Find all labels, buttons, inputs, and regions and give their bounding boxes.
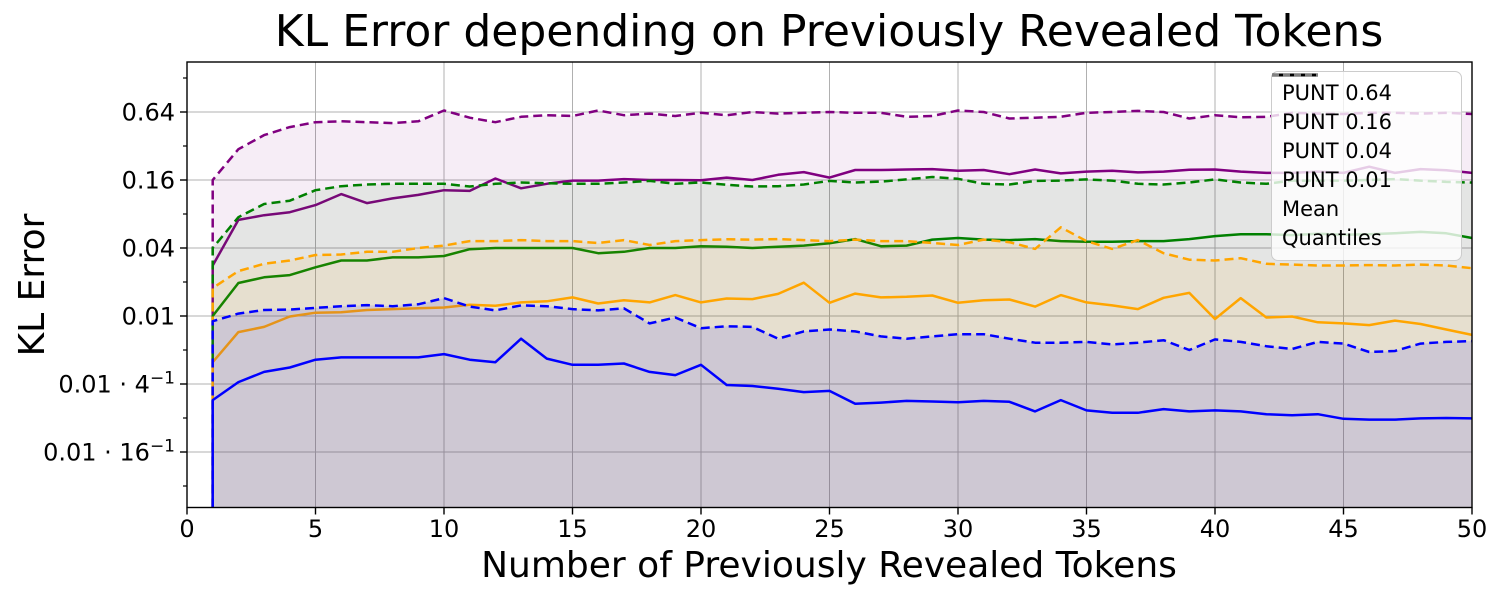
x-tick-label: 15 (557, 515, 588, 543)
series-punt-0-04 (211, 226, 1473, 508)
mean-line-punt-0-64 (211, 165, 1473, 508)
x-tick-label: 0 (179, 515, 194, 543)
legend-entry: Quantiles (1272, 73, 1451, 253)
legend: PUNT 0.64 PUNT 0.16 PUNT 0.04 PUNT 0.01 Mean… (1271, 71, 1462, 261)
x-axis-label: Number of Previously Revealed Tokens (481, 545, 1177, 586)
quantile-line-punt-0-64 (211, 109, 1473, 508)
chart-title: KL Error depending on Previously Reveale… (275, 6, 1384, 57)
x-tick-label: 40 (1200, 515, 1231, 543)
legend-line-sample-icon (1272, 73, 1318, 77)
legend-entry-label: Mean (1282, 197, 1340, 221)
quantile-band-punt-0-04 (212, 227, 1473, 508)
legend-entry: PUNT 0.64 (1272, 73, 1451, 108)
quantile-band-punt-0-16 (212, 177, 1473, 508)
legend-entry-label: PUNT 0.01 (1282, 168, 1393, 192)
legend-entry-label: PUNT 0.04 (1282, 139, 1393, 163)
legend-entry: PUNT 0.01 (1272, 73, 1451, 195)
quantile-line-punt-0-04 (211, 226, 1473, 508)
x-tick-label: 50 (1457, 515, 1488, 543)
series-layer (211, 109, 1473, 508)
y-tick-label: 0.01 (122, 303, 175, 331)
y-tick-label: 0.64 (122, 99, 175, 127)
quantile-line-punt-0-16 (211, 175, 1473, 508)
x-tick-label: 20 (686, 515, 717, 543)
mean-line-punt-0-16 (211, 230, 1473, 508)
legend-entry-label: PUNT 0.16 (1282, 110, 1393, 134)
series-punt-0-01 (211, 296, 1473, 508)
quantile-line-punt-0-01 (211, 296, 1473, 508)
mean-line-punt-0-01 (211, 337, 1473, 508)
y-tick-label: 0.16 (122, 167, 175, 195)
axes-layer: 0 5 10 15 20 25 30 35 40 45 50 0.64 0.16 0.04 0.01 0.01… (43, 61, 1488, 543)
quantile-band-punt-0-01 (212, 298, 1473, 508)
quantile-band-punt-0-64 (212, 110, 1473, 508)
legend-entry-label: Quantiles (1282, 226, 1382, 250)
x-tick-label: 45 (1328, 515, 1359, 543)
legend-entry: PUNT 0.04 (1272, 73, 1451, 166)
y-tick-label: 0.04 (122, 235, 175, 263)
legend-entry: Mean (1272, 73, 1451, 224)
legend-entry-label: PUNT 0.64 (1282, 81, 1393, 105)
legend-entry: PUNT 0.16 (1272, 73, 1451, 137)
mean-line-punt-0-04 (211, 281, 1473, 508)
y-tick-label: 0.01 · 4−1 (58, 369, 175, 399)
x-tick-label: 25 (814, 515, 845, 543)
x-tick-label: 5 (308, 515, 323, 543)
series-punt-0-64 (211, 109, 1473, 508)
y-axis-label: KL Error (12, 213, 53, 356)
y-tick-label: 0.01 · 16−1 (43, 437, 175, 467)
x-tick-label: 30 (943, 515, 974, 543)
series-punt-0-16 (211, 175, 1473, 508)
x-tick-label: 35 (1071, 515, 1102, 543)
x-tick-label: 10 (429, 515, 460, 543)
